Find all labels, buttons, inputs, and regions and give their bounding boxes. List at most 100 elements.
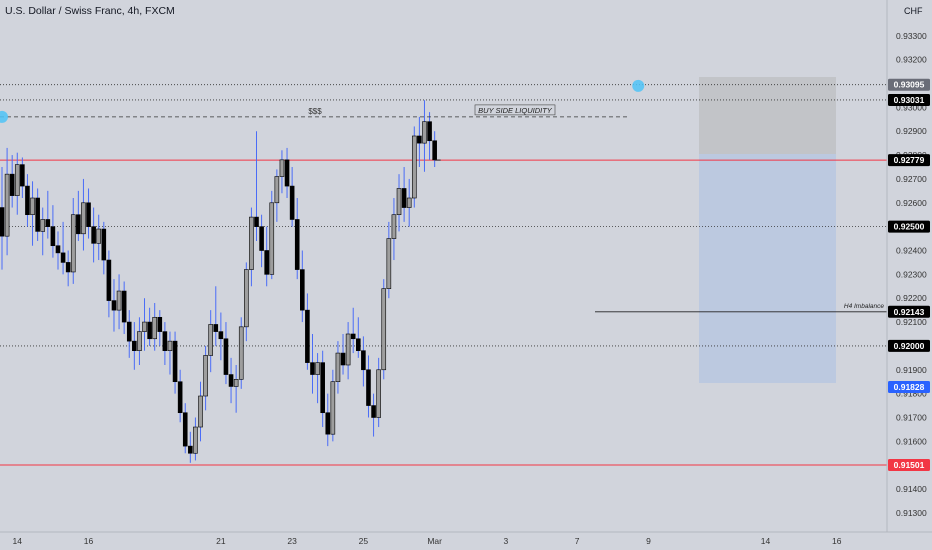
candle-body[interactable] — [132, 340, 137, 351]
candle-body[interactable] — [411, 135, 417, 199]
candle-body[interactable] — [40, 219, 46, 232]
candle-body[interactable] — [422, 121, 427, 144]
candle-body[interactable] — [14, 164, 20, 196]
candle-body[interactable] — [381, 288, 387, 371]
candle-body[interactable] — [142, 321, 147, 332]
candle-body[interactable] — [76, 214, 81, 235]
take-profit-zone[interactable] — [699, 154, 836, 383]
candle-body[interactable] — [70, 214, 76, 273]
candle-body[interactable] — [157, 316, 163, 332]
candle-body[interactable] — [106, 259, 112, 301]
candle-body[interactable] — [249, 216, 254, 270]
candle-body[interactable] — [218, 331, 224, 340]
candle-body[interactable] — [300, 269, 305, 311]
candle-body[interactable] — [386, 238, 392, 289]
candle-body[interactable] — [279, 159, 285, 177]
candle-body[interactable] — [361, 350, 366, 371]
candle-body[interactable] — [432, 140, 437, 161]
candle-body[interactable] — [45, 219, 51, 227]
price-tag-box[interactable] — [888, 339, 930, 352]
candle-body[interactable] — [116, 290, 122, 311]
candle-body[interactable] — [325, 412, 331, 435]
price-tag-box[interactable] — [888, 220, 930, 233]
candle-body[interactable] — [9, 173, 15, 196]
candle-body[interactable] — [350, 333, 356, 340]
candle-body[interactable] — [203, 355, 208, 397]
candle-body[interactable] — [269, 202, 275, 275]
candle-body[interactable] — [213, 324, 219, 332]
price-tag-box[interactable] — [888, 458, 930, 471]
price-tag-box[interactable] — [888, 380, 930, 393]
candle-body[interactable] — [65, 262, 71, 273]
candle-body[interactable] — [259, 226, 264, 251]
candle-body[interactable] — [284, 159, 290, 187]
candle-body[interactable] — [152, 316, 157, 340]
candle-body[interactable] — [264, 250, 269, 275]
candle-body[interactable] — [147, 321, 152, 340]
price-tag-box[interactable] — [888, 78, 930, 91]
candle-body[interactable] — [371, 405, 376, 418]
candle-body[interactable] — [101, 228, 107, 261]
time-axis[interactable]: 14 16 21 23 25 Mar 3 7 9 14 16 — [13, 536, 842, 546]
candle-body[interactable] — [96, 228, 102, 244]
candle-body[interactable] — [289, 185, 295, 220]
candle-body[interactable] — [162, 331, 168, 351]
candle-body[interactable] — [172, 340, 178, 383]
candle-body[interactable] — [126, 321, 132, 342]
candle-body[interactable] — [4, 173, 10, 237]
candle-body[interactable] — [137, 331, 142, 351]
candle-body[interactable] — [244, 269, 249, 328]
candle-body[interactable] — [86, 202, 91, 227]
candle-body[interactable] — [177, 381, 183, 414]
candle-body[interactable] — [417, 135, 422, 144]
candle-body[interactable] — [274, 176, 280, 204]
candle-body[interactable] — [320, 362, 325, 414]
candle-body[interactable] — [198, 395, 203, 428]
candle-body[interactable] — [25, 185, 30, 216]
candle-body[interactable] — [233, 379, 239, 387]
candle-body[interactable] — [182, 412, 188, 447]
candle-body[interactable] — [60, 252, 66, 263]
candle-body[interactable] — [315, 362, 320, 375]
candle-body[interactable] — [294, 219, 300, 270]
candle-body[interactable] — [340, 352, 346, 366]
candle-body[interactable] — [376, 369, 381, 418]
candle-body[interactable] — [305, 309, 310, 363]
candle-body[interactable] — [55, 245, 61, 254]
candle-body[interactable] — [81, 202, 86, 235]
candle-body[interactable] — [427, 121, 432, 142]
candle-body[interactable] — [391, 214, 397, 239]
candle-body[interactable] — [121, 290, 127, 323]
price-tag-box[interactable] — [888, 93, 930, 106]
candle-body[interactable] — [406, 197, 412, 208]
candle-body[interactable] — [223, 338, 229, 375]
candle-body[interactable] — [254, 216, 259, 227]
candle-body[interactable] — [193, 426, 198, 454]
candle-body[interactable] — [335, 352, 341, 383]
candle-body[interactable] — [0, 207, 5, 237]
candle-body[interactable] — [401, 188, 407, 208]
candle-body[interactable] — [35, 197, 40, 232]
candle-body[interactable] — [228, 374, 234, 387]
liquidity-marker-circle[interactable] — [632, 79, 645, 92]
price-tag-box[interactable] — [888, 154, 930, 167]
candle-body[interactable] — [167, 340, 173, 351]
candle-body[interactable] — [208, 324, 213, 356]
candle-body[interactable] — [20, 164, 25, 187]
price-tag-box[interactable] — [888, 305, 930, 318]
stop-loss-zone[interactable] — [699, 77, 836, 154]
candle-body[interactable] — [188, 445, 193, 454]
candle-body[interactable] — [366, 369, 371, 406]
candle-body[interactable] — [238, 326, 244, 380]
candle-body[interactable] — [310, 362, 315, 375]
candle-body[interactable] — [396, 188, 402, 216]
candle-body[interactable] — [345, 333, 351, 366]
candle-body[interactable] — [30, 197, 35, 216]
candle-body[interactable] — [50, 226, 56, 247]
candle-body[interactable] — [355, 338, 361, 351]
candle-body[interactable] — [111, 300, 117, 311]
candle-body[interactable] — [91, 226, 96, 244]
liquidity-marker-circle[interactable] — [0, 110, 8, 123]
candle-body[interactable] — [330, 381, 336, 435]
